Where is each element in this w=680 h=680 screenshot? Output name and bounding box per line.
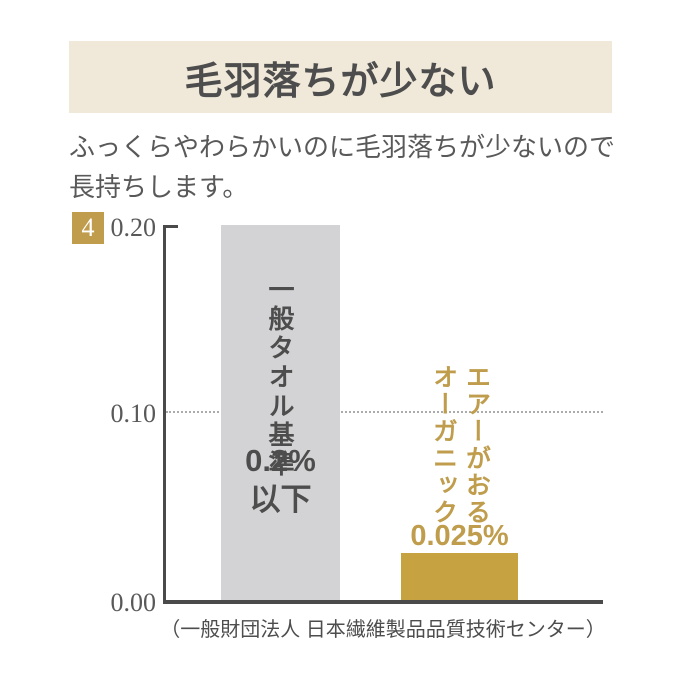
bar-label-air-woven-organic: エアーがおる オーガニック	[401, 364, 518, 526]
source-caption: （一般財団法人 日本繊維製品品質技術センター）	[160, 619, 606, 641]
bar-air-woven-organic	[401, 553, 518, 600]
bar-value-general-towel-standard: 0.2% 以下	[245, 443, 316, 517]
subtitle-text: ふっくらやわらかいのに毛羽落ちが少ないので 長持ちします。	[69, 132, 616, 202]
bar-general-towel-standard	[221, 225, 340, 600]
y-axis-line	[163, 225, 166, 603]
y-axis-top-tick	[163, 225, 178, 228]
gridline-0-10	[166, 411, 603, 413]
page-title: 毛羽落ちが少ない	[184, 60, 497, 103]
bar-label-general-towel-standard-text: 一般タオル基準	[265, 276, 295, 479]
title-banner: 毛羽落ちが少ない	[69, 41, 612, 113]
x-axis-line	[163, 600, 603, 604]
y-axis-tick-000: 0.00	[110, 588, 157, 617]
bar-label-air-woven-organic-text: エアーがおる オーガニック	[429, 364, 491, 526]
y-axis-tick-020: 0.20	[110, 213, 157, 242]
bar-value-air-woven-organic: 0.025%	[410, 520, 509, 552]
bar-label-general-towel-standard: 一般タオル基準	[221, 276, 340, 479]
section-number-badge: 4	[72, 212, 104, 244]
y-axis-tick-010: 0.10	[110, 399, 157, 428]
